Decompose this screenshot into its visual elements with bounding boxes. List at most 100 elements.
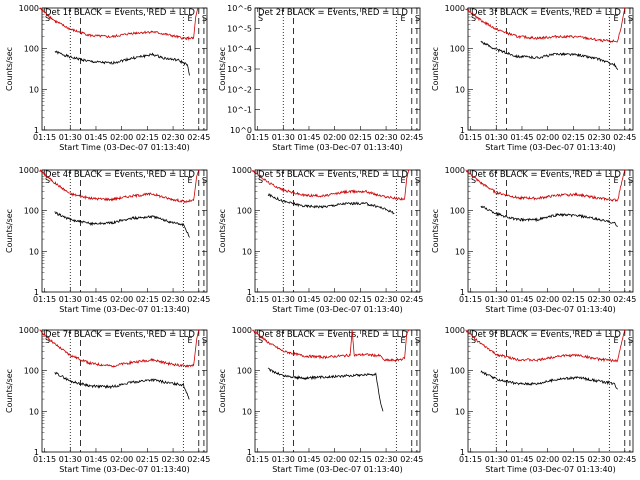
y-tick-label: 10 xyxy=(242,407,252,416)
y-axis-label: Counts/sec xyxy=(218,209,227,253)
chart-title: Det 2f BLACK = Events, RED = LLD xyxy=(258,8,408,18)
chart-title: Det 3f BLACK = Events, RED = LLD xyxy=(471,8,621,18)
event-marker: S xyxy=(45,176,50,185)
event-marker: E xyxy=(400,176,405,185)
y-tick-label: 100 xyxy=(237,367,252,376)
x-tick-label: 02:45 xyxy=(400,133,423,142)
panel-det-8: Det 8f BLACK = Events, RED = LLD Counts/s… xyxy=(218,326,423,474)
y-tick-label: 10^-6 xyxy=(227,4,252,13)
chart-title: Det 5f BLACK = Events, RED = LLD xyxy=(258,170,408,180)
panel-det-3: Det 3f BLACK = Events, RED = LLD Counts/s… xyxy=(431,4,636,152)
y-tick-label: 1000 xyxy=(445,166,465,175)
x-axis-label: Start Time (03-Dec-07 01:13:40) xyxy=(485,143,616,152)
x-tick-label: 02:15 xyxy=(136,295,159,304)
panel-det-4: Det 4f BLACK = Events, RED = LLD Counts/s… xyxy=(5,166,210,314)
event-marker: S xyxy=(202,14,207,23)
plot-frame xyxy=(467,329,634,453)
y-tick-label: 1000 xyxy=(19,4,39,13)
events-series-line xyxy=(54,371,190,400)
x-axis-label: Start Time (03-Dec-07 01:13:40) xyxy=(272,465,403,474)
event-marker: E xyxy=(187,176,192,185)
x-tick-label: 02:00 xyxy=(110,295,133,304)
event-marker: S xyxy=(415,336,420,345)
x-tick-label: 02:00 xyxy=(323,295,346,304)
x-axis-label: Start Time (03-Dec-07 01:13:40) xyxy=(59,143,190,152)
y-tick-label: 10^0 xyxy=(230,126,252,135)
x-tick-label: 02:15 xyxy=(562,295,585,304)
x-tick-label: 01:15 xyxy=(246,455,269,464)
y-tick-label: 1000 xyxy=(232,166,252,175)
x-tick-label: 01:45 xyxy=(510,455,533,464)
x-tick-label: 02:15 xyxy=(136,133,159,142)
lld-series-line xyxy=(252,329,410,363)
plot-frame xyxy=(254,329,421,453)
y-tick-label: 1 xyxy=(460,288,465,297)
event-marker: S xyxy=(258,336,263,345)
x-tick-label: 01:30 xyxy=(272,295,295,304)
x-tick-label: 02:30 xyxy=(588,455,611,464)
y-axis-label: Counts/sec xyxy=(431,47,440,91)
y-tick-label: 100 xyxy=(24,207,39,216)
x-tick-label: 01:30 xyxy=(59,133,82,142)
events-series-line xyxy=(267,192,395,215)
event-marker: S xyxy=(471,176,476,185)
x-tick-label: 01:45 xyxy=(297,455,320,464)
panel-det-7: Det 7f BLACK = Events, RED = LLD Counts/s… xyxy=(5,326,210,474)
y-tick-label: 10 xyxy=(29,407,39,416)
plot-frame xyxy=(41,169,208,293)
x-tick-label: 02:00 xyxy=(323,455,346,464)
events-series-line xyxy=(480,370,618,390)
x-tick-label: 02:00 xyxy=(323,133,346,142)
event-marker: E xyxy=(613,176,618,185)
x-tick-label: 01:15 xyxy=(459,133,482,142)
event-marker: S xyxy=(45,14,50,23)
x-tick-label: 01:30 xyxy=(485,133,508,142)
event-marker: S xyxy=(415,176,420,185)
y-tick-label: 100 xyxy=(24,45,39,54)
x-tick-label: 02:30 xyxy=(162,295,185,304)
y-tick-label: 10 xyxy=(242,247,252,256)
x-axis-label: Start Time (03-Dec-07 01:13:40) xyxy=(272,305,403,314)
x-tick-label: 01:45 xyxy=(84,455,107,464)
lld-series-line xyxy=(465,329,626,363)
events-series-line xyxy=(480,205,618,228)
event-marker: S xyxy=(471,336,476,345)
y-axis-label: Counts/sec xyxy=(5,47,14,91)
y-tick-label: 1000 xyxy=(232,326,252,335)
x-tick-label: 02:00 xyxy=(110,133,133,142)
x-axis-label: Start Time (03-Dec-07 01:13:40) xyxy=(272,143,403,152)
chart-title: Det 7f BLACK = Events, RED = LLD xyxy=(45,330,195,340)
plot-frame xyxy=(41,329,208,453)
y-tick-label: 10 xyxy=(455,85,465,94)
y-tick-label: 1 xyxy=(460,448,465,457)
event-marker: S xyxy=(628,176,633,185)
x-tick-label: 01:30 xyxy=(272,133,295,142)
x-axis-label: Start Time (03-Dec-07 01:13:40) xyxy=(485,465,616,474)
x-tick-label: 01:45 xyxy=(84,133,107,142)
x-axis-label: Start Time (03-Dec-07 01:13:40) xyxy=(59,465,190,474)
y-tick-label: 1 xyxy=(460,126,465,135)
y-tick-label: 10 xyxy=(455,247,465,256)
y-tick-label: 1 xyxy=(247,288,252,297)
y-axis-label: Counts/sec xyxy=(5,369,14,413)
x-axis-label: Start Time (03-Dec-07 01:13:40) xyxy=(59,305,190,314)
x-tick-label: 02:45 xyxy=(187,455,210,464)
x-tick-label: 01:30 xyxy=(485,295,508,304)
events-series-line xyxy=(267,367,384,412)
x-tick-label: 01:15 xyxy=(246,133,269,142)
event-marker: S xyxy=(202,336,207,345)
x-tick-label: 02:00 xyxy=(110,455,133,464)
plot-frame xyxy=(254,7,421,131)
chart-title: Det 1f BLACK = Events, RED = LLD xyxy=(45,8,195,18)
event-marker: S xyxy=(628,336,633,345)
y-tick-label: 1000 xyxy=(19,166,39,175)
x-tick-label: 02:30 xyxy=(588,295,611,304)
y-tick-label: 10 xyxy=(455,407,465,416)
x-tick-label: 02:30 xyxy=(588,133,611,142)
x-tick-label: 01:45 xyxy=(297,295,320,304)
panel-det-5: Det 5f BLACK = Events, RED = LLD Counts/s… xyxy=(218,166,423,314)
x-tick-label: 02:00 xyxy=(536,295,559,304)
x-tick-label: 01:30 xyxy=(59,295,82,304)
x-tick-label: 01:45 xyxy=(297,133,320,142)
